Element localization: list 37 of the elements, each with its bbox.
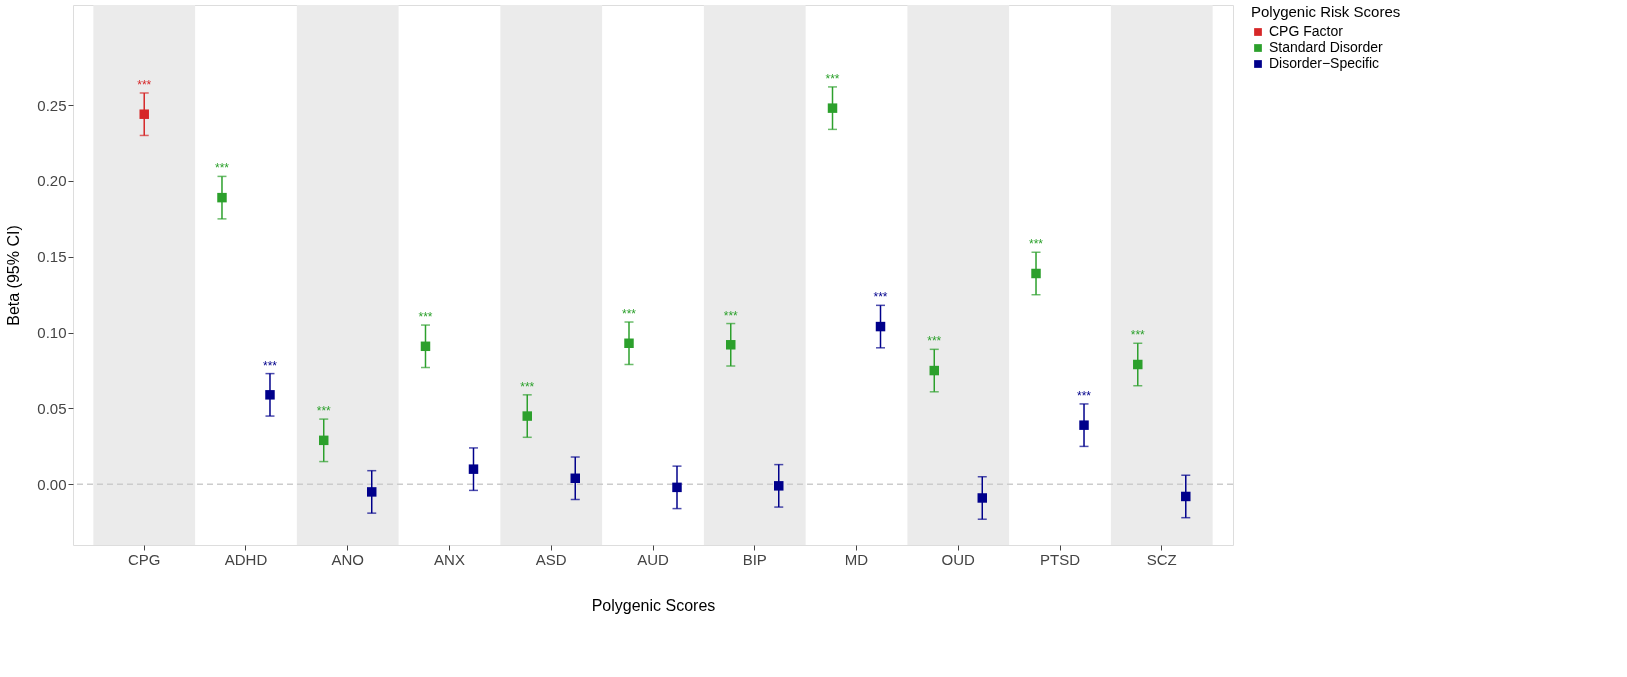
legend-label: Disorder−Specific — [1269, 55, 1380, 71]
y-tick-label: 0.10 — [37, 324, 67, 342]
data-label: *** — [316, 404, 332, 419]
data-label: *** — [927, 334, 942, 349]
x-tick-label: SCZ — [1146, 550, 1177, 568]
data-label: *** — [520, 379, 535, 394]
y-tick-label: 0.20 — [37, 172, 67, 190]
legend-label: CPG Factor — [1269, 23, 1344, 39]
data-label: *** — [418, 310, 433, 325]
data-label: *** — [1130, 328, 1146, 343]
legend-title: Polygenic Risk Scores — [1251, 3, 1401, 20]
x-tick-label: ANO — [331, 550, 364, 568]
x-tick-label: OUD — [941, 550, 976, 568]
x-tick-label: CPG — [127, 550, 161, 568]
x-tick-label: AUD — [637, 550, 669, 568]
data-label: *** — [873, 290, 888, 305]
x-tick-label: MD — [844, 550, 869, 568]
data-label: *** — [137, 77, 152, 92]
y-tick-label: 0.00 — [37, 475, 67, 493]
x-tick-label: ASD — [535, 550, 567, 568]
data-label: *** — [214, 161, 230, 176]
legend-label: Standard Disorder — [1269, 39, 1383, 55]
data-label: *** — [1029, 237, 1044, 252]
y-tick-label: 0.15 — [37, 248, 67, 266]
data-label: *** — [825, 71, 840, 86]
data-label: *** — [1077, 388, 1092, 403]
x-tick-label: PTSD — [1040, 550, 1081, 568]
x-tick-label: BIP — [742, 550, 767, 568]
y-tick-label: 0.25 — [37, 96, 67, 114]
data-label: *** — [262, 358, 278, 373]
x-axis-title: Polygenic Scores — [591, 596, 716, 614]
x-tick-label: ADHD — [224, 550, 268, 568]
data-label: *** — [621, 307, 637, 322]
y-tick-label: 0.05 — [37, 399, 67, 417]
y-axis-title: Beta (95% CI) — [5, 225, 23, 326]
data-label: *** — [723, 308, 739, 323]
x-tick-label: ANX — [434, 550, 465, 568]
